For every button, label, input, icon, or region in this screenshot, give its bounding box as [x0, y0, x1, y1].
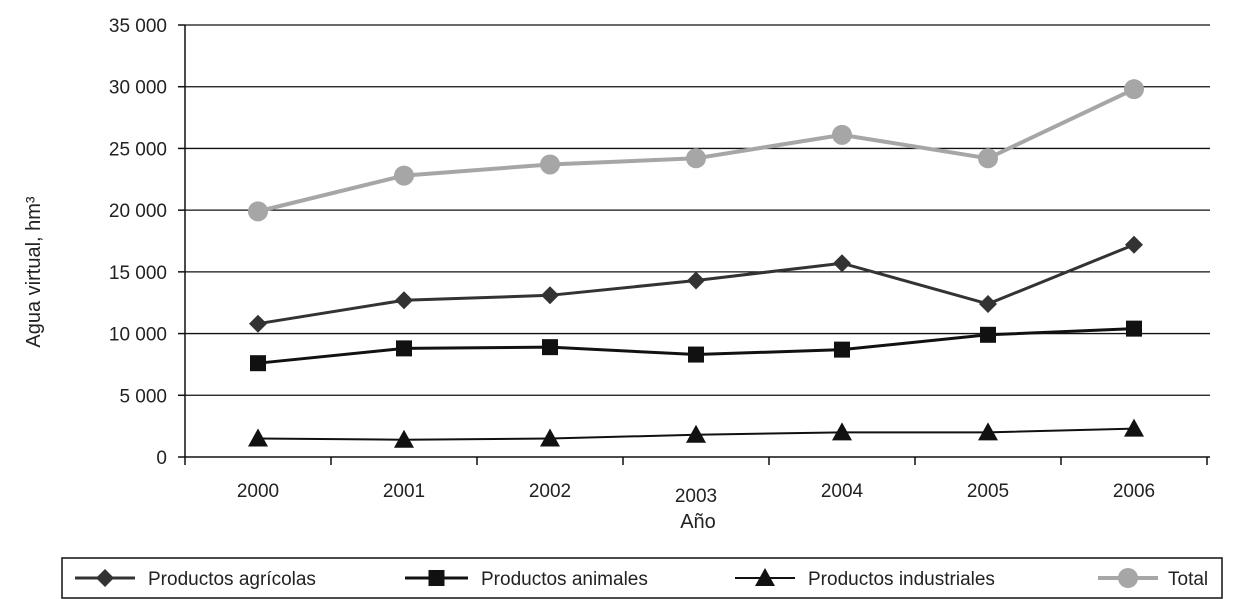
data-point-circle — [1124, 79, 1144, 100]
data-point-diamond — [541, 286, 559, 305]
data-point-circle — [1118, 568, 1138, 588]
legend: Productos agrícolas Productos animales Pro… — [61, 557, 1223, 599]
series-productos-agrícolas — [249, 235, 1143, 333]
data-point-triangle — [248, 428, 268, 447]
y-tick-label: 25 000 — [109, 139, 167, 160]
y-tick-label: 5 000 — [119, 386, 167, 407]
data-point-square — [834, 341, 850, 358]
legend-item: Productos agrícolas — [75, 569, 316, 590]
legend-label: Total — [1168, 569, 1208, 590]
x-tick-label: 2000 — [237, 481, 279, 502]
data-point-diamond — [833, 254, 851, 273]
data-point-circle — [978, 148, 998, 169]
x-tick-label: 2006 — [1113, 481, 1155, 502]
y-tick-labels: 0 5 000 10 000 15 000 20 000 25 000 30 000 35 0… — [109, 16, 167, 469]
data-point-triangle — [686, 424, 706, 443]
data-point-triangle — [978, 422, 998, 441]
data-point-diamond — [249, 314, 267, 333]
series-productos-industriales — [248, 418, 1144, 448]
data-point-square — [980, 326, 996, 343]
legend-label: Productos animales — [481, 569, 648, 590]
x-tick-label: 2002 — [529, 481, 571, 502]
data-point-triangle — [1124, 418, 1144, 437]
data-point-diamond — [96, 569, 114, 587]
data-point-triangle — [394, 429, 414, 448]
x-tick-labels: 2000 2001 2002 2003 2004 2005 2006 — [237, 481, 1155, 507]
legend-box — [61, 557, 1223, 599]
legend-item: Productos animales — [405, 569, 648, 590]
data-point-diamond — [395, 291, 413, 310]
y-tick-label: 35 000 — [109, 16, 167, 37]
data-point-square — [1126, 320, 1142, 337]
data-point-triangle — [832, 422, 852, 441]
y-tick-label: 0 — [156, 448, 167, 469]
data-point-diamond — [687, 271, 705, 290]
data-point-square — [542, 339, 558, 356]
data-point-circle — [540, 154, 560, 175]
gridlines — [185, 24, 1210, 396]
data-point-square — [688, 346, 704, 363]
series-lines — [248, 79, 1144, 448]
legend-label: Productos industriales — [808, 569, 995, 590]
data-point-circle — [686, 148, 706, 169]
x-tick-label: 2001 — [383, 481, 425, 502]
data-point-circle — [248, 201, 268, 222]
data-point-square — [250, 355, 266, 372]
legend-item: Total — [1098, 568, 1208, 590]
axes — [178, 24, 1210, 465]
data-point-circle — [832, 124, 852, 145]
x-axis-title: Año — [680, 511, 716, 533]
data-point-square — [396, 340, 412, 357]
x-tick-label: 2005 — [967, 481, 1009, 502]
data-point-triangle — [540, 428, 560, 447]
y-tick-label: 10 000 — [109, 325, 167, 346]
data-point-diamond — [979, 294, 997, 313]
legend-label: Productos agrícolas — [148, 569, 316, 590]
x-tick-label: 2004 — [821, 481, 864, 502]
y-tick-label: 30 000 — [109, 78, 167, 99]
data-point-diamond — [1125, 235, 1143, 254]
y-axis-title: Agua virtual, hm³ — [23, 196, 45, 348]
y-tick-label: 20 000 — [109, 201, 167, 222]
legend-item: Productos industriales — [735, 568, 995, 590]
data-point-square — [428, 570, 445, 586]
series-total — [248, 79, 1144, 222]
x-tick-label: 2003 — [675, 486, 717, 507]
data-point-circle — [394, 165, 414, 186]
series-productos-animales — [250, 320, 1142, 372]
data-point-triangle — [755, 568, 775, 586]
y-tick-label: 15 000 — [109, 263, 167, 284]
